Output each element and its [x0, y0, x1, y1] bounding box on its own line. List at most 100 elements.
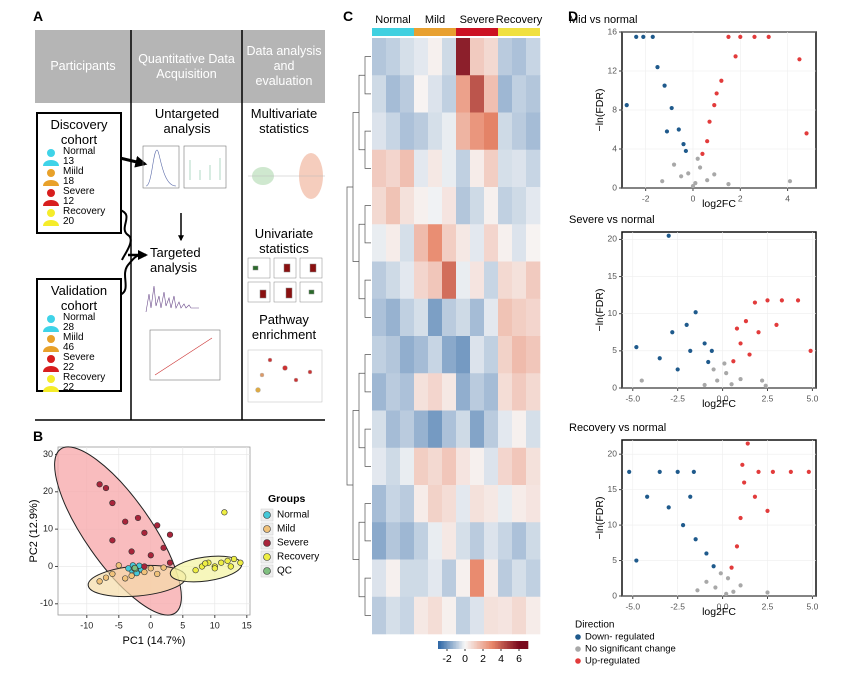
y-tick-label: 20 — [608, 448, 618, 458]
y-tick-label: 0 — [612, 590, 617, 600]
heat-cell — [498, 447, 513, 486]
y-axis-label: −ln(FDR) — [594, 289, 606, 332]
heat-cell — [512, 298, 527, 337]
heat-cell — [372, 485, 387, 523]
heat-cell — [372, 224, 387, 262]
heat-cell — [512, 485, 527, 523]
y-tick-label: 10 — [43, 524, 53, 534]
heat-cell — [400, 112, 415, 151]
heat-cell — [498, 261, 513, 300]
point — [711, 564, 716, 569]
plot-area — [621, 231, 817, 389]
heat-cell — [442, 373, 457, 411]
heat-cell — [456, 149, 471, 188]
point — [657, 356, 662, 361]
heat-cell — [442, 149, 457, 188]
point — [141, 529, 148, 536]
heat-cell — [428, 447, 443, 486]
legend-swatch — [263, 553, 271, 561]
point — [763, 383, 768, 388]
group-bar — [372, 28, 414, 36]
analysis-label: Multivariate statistics — [250, 106, 318, 136]
y-axis-label: −ln(FDR) — [594, 497, 606, 540]
point — [690, 183, 696, 189]
heat-cell — [512, 187, 527, 225]
header-band — [35, 30, 325, 103]
point — [109, 570, 116, 578]
heat-cell — [470, 224, 485, 262]
legend-title: Direction — [575, 620, 614, 631]
point — [109, 499, 116, 507]
heat-cell — [428, 485, 443, 523]
heat-cell — [526, 187, 541, 225]
colorbar-step — [474, 641, 476, 649]
heat-cell — [442, 447, 457, 486]
point — [700, 151, 705, 156]
legend-label: Up-regulated — [585, 656, 640, 667]
heat-cell — [428, 559, 443, 598]
point — [734, 544, 740, 549]
heat-cell — [498, 485, 513, 523]
colorbar-step — [492, 641, 494, 649]
heat-cell — [470, 261, 485, 300]
point — [752, 300, 758, 305]
colorbar-step — [487, 641, 490, 649]
colorbar-step — [454, 641, 457, 649]
cohort-text: Miild 46 — [63, 333, 84, 353]
point — [711, 367, 716, 372]
point — [726, 182, 731, 187]
colorbar-step — [477, 641, 479, 649]
x-axis-label: PC1 (14.7%) — [123, 635, 186, 647]
heat-cell — [400, 298, 415, 337]
column-header: Data analysis and evaluation — [246, 44, 322, 88]
heat-cell — [484, 522, 499, 560]
dendrogram-branch — [364, 428, 371, 467]
colorbar-step — [459, 641, 461, 649]
colorbar-step — [438, 641, 440, 649]
plot-title: Recovery vs normal — [569, 422, 666, 434]
colorbar-step — [519, 641, 521, 649]
heat-cell — [484, 559, 499, 598]
cohort-title: Validation cohort — [50, 283, 108, 313]
y-tick-label: 5 — [612, 555, 617, 565]
heat-cell — [526, 261, 541, 300]
colorbar-step — [445, 641, 448, 649]
point — [166, 531, 174, 538]
heat-cell — [414, 298, 429, 337]
point — [634, 345, 639, 350]
person-icon — [43, 355, 59, 372]
point — [712, 172, 717, 177]
group-name: Recovery — [63, 372, 106, 383]
colorbar-step — [469, 641, 472, 649]
colorbar-step — [505, 641, 508, 649]
colorbar-step — [489, 641, 491, 649]
point — [734, 326, 740, 331]
heat-cell — [442, 224, 457, 262]
heat-cell — [442, 75, 457, 113]
y-tick-label: 12 — [608, 65, 618, 75]
heat-cell — [456, 410, 471, 449]
dendrogram-branch — [364, 577, 371, 616]
heat-cell — [456, 373, 471, 411]
heat-cell — [498, 112, 513, 151]
colorbar-step — [444, 641, 446, 649]
heat-cell — [414, 75, 429, 113]
heat-cell — [428, 75, 443, 113]
thumbnail-targeted — [145, 285, 221, 381]
heat-cell — [498, 149, 513, 188]
point — [96, 481, 103, 488]
dendrogram-branch — [352, 410, 359, 560]
colorbar-step — [481, 641, 484, 649]
point — [706, 359, 711, 365]
heat-cell — [456, 559, 471, 598]
colorbar-step — [508, 641, 511, 649]
column-header: Quantitative Data Acquisition — [138, 51, 235, 81]
heat-cell — [414, 187, 429, 225]
heat-cell — [526, 149, 541, 188]
x-tick-label: 0.0 — [717, 393, 729, 403]
point — [707, 119, 712, 124]
point — [680, 522, 686, 528]
heat-cell — [400, 447, 415, 486]
heat-cell — [372, 75, 387, 113]
point — [134, 514, 142, 522]
